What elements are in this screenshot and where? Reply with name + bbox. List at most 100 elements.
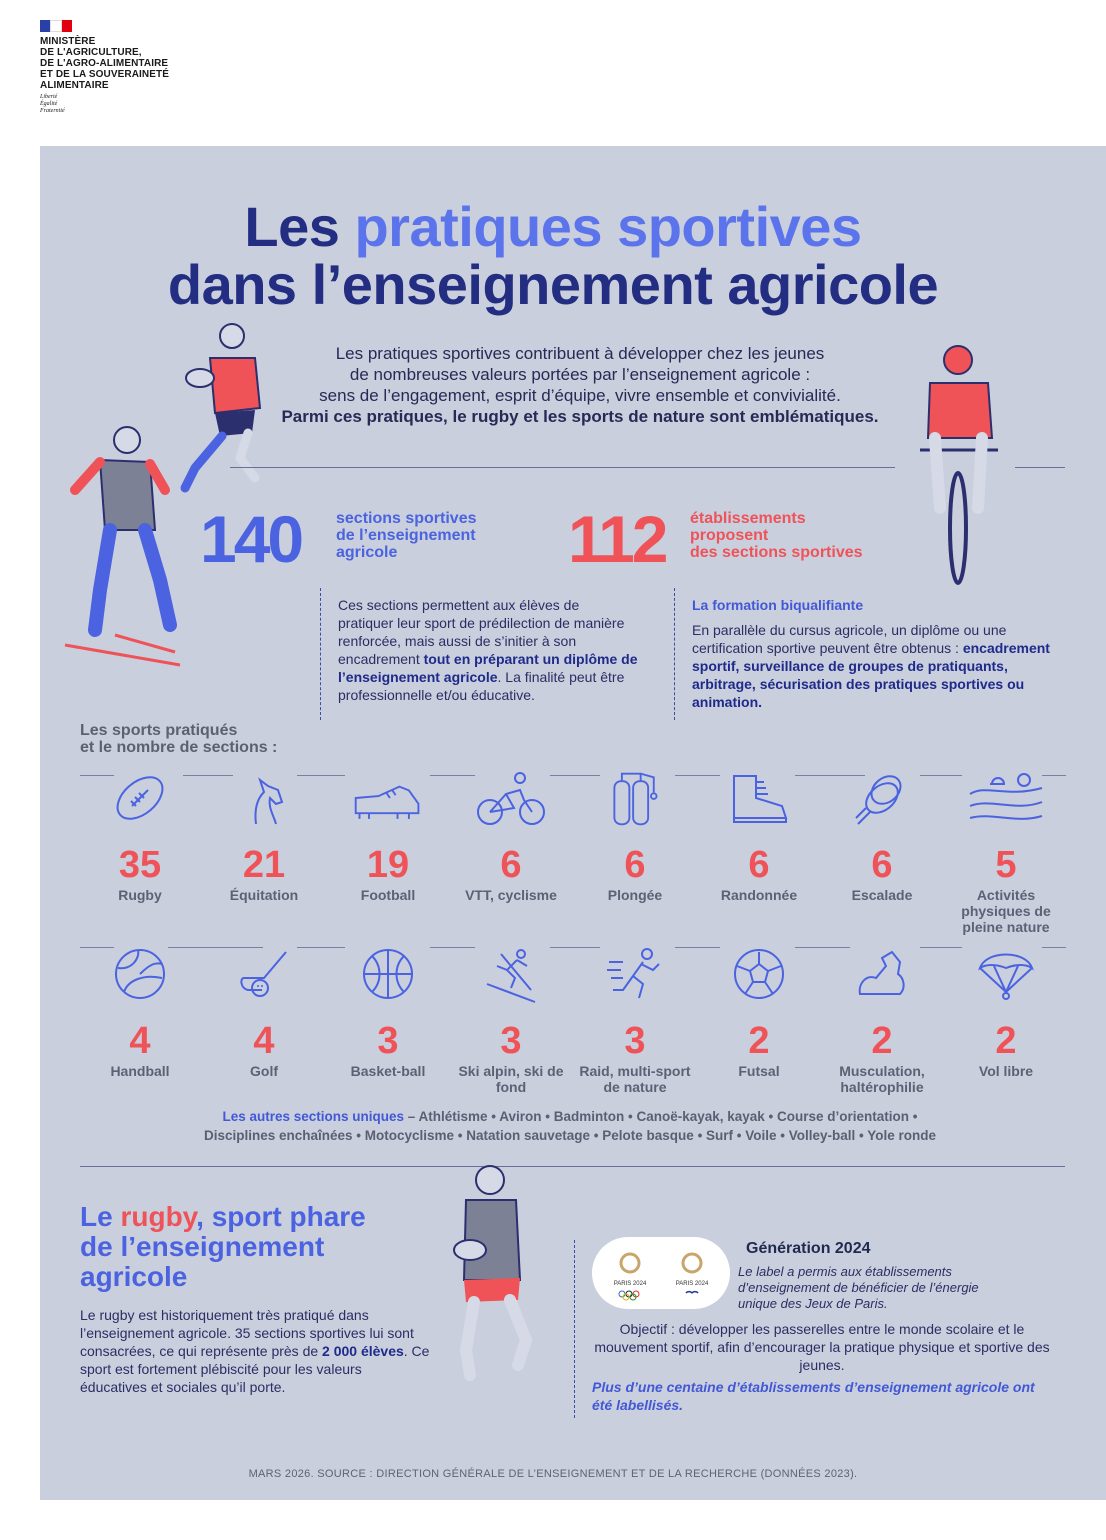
sport-count: 3 bbox=[377, 1020, 399, 1062]
rugby-runner-illustration bbox=[453, 1165, 533, 1381]
title-line2: dans l’enseignement agricole bbox=[167, 253, 939, 316]
sport-label: Vol libre bbox=[978, 1063, 1034, 1079]
motto-line: Liberté bbox=[40, 94, 58, 100]
sport-count: 2 bbox=[995, 1020, 1017, 1062]
rugby-title-part: Le bbox=[80, 1201, 121, 1232]
sport-plongee: 6 Plongée bbox=[573, 768, 697, 903]
sport-handball: 4 Handball bbox=[78, 944, 202, 1079]
divider bbox=[183, 775, 233, 776]
para-strong: tout en préparant un diplôme de l’enseig… bbox=[338, 651, 638, 685]
stat-112-paragraph: En parallèle du cursus agricole, un dipl… bbox=[692, 621, 1064, 711]
stat-112-number: 112 bbox=[568, 502, 668, 576]
rugby-paragraph: Le rugby est historiquement très pratiqu… bbox=[80, 1306, 430, 1396]
basketball-icon bbox=[363, 949, 413, 999]
sport-count: 6 bbox=[871, 844, 893, 886]
rugby-ball-icon bbox=[116, 776, 164, 820]
rugby-title-line: agricole bbox=[80, 1261, 188, 1292]
sport-count: 19 bbox=[366, 844, 410, 886]
dashed-separator bbox=[320, 588, 321, 720]
divider bbox=[168, 947, 263, 948]
sport-label: Golf bbox=[250, 1063, 278, 1079]
sport-label: Handball bbox=[110, 1063, 170, 1079]
sport-label: Rugby bbox=[118, 887, 162, 903]
sport-randonnee: 6 Randonnée bbox=[697, 768, 821, 903]
divider bbox=[80, 775, 114, 776]
divider bbox=[430, 775, 475, 776]
sport-futsal: 2 Futsal bbox=[697, 944, 821, 1079]
para-strong: encadrement sportif, surveillance de gro… bbox=[692, 640, 1050, 710]
sport-rugby: 35 Rugby bbox=[78, 768, 202, 903]
handball-icon bbox=[115, 949, 165, 999]
sport-count: 21 bbox=[242, 844, 286, 886]
sport-equitation: 21 Équitation bbox=[202, 768, 326, 903]
stat-112-label: établissements proposent des sections sp… bbox=[690, 510, 863, 561]
intro-line: sens de l’engagement, esprit d’équipe, v… bbox=[319, 386, 841, 405]
sport-football: 19 Football bbox=[326, 768, 450, 903]
sport-label: Basket-ball bbox=[350, 1063, 426, 1079]
sport-basket: 3 Basket-ball bbox=[326, 944, 450, 1079]
motto-line: Égalité bbox=[40, 101, 58, 107]
para-text: . La finalité peut être professionnelle … bbox=[338, 669, 625, 703]
dashed-separator bbox=[674, 588, 675, 720]
ministry-line: MINISTÈRE bbox=[40, 36, 96, 47]
stat-label-line: proposent bbox=[690, 527, 769, 544]
stat-label-line: de l’enseignement bbox=[336, 527, 476, 544]
sport-raid: 3 Raid, multi-sport de nature bbox=[573, 944, 697, 1095]
sport-label: Équitation bbox=[229, 887, 299, 903]
sport-musculation: 2 Musculation, haltérophilie bbox=[820, 944, 944, 1095]
sports-heading-line: et le nombre de sections : bbox=[80, 739, 278, 756]
divider bbox=[675, 775, 720, 776]
runner-icon bbox=[607, 948, 660, 999]
para-text: . Ce sport est fortement plébiscité pour… bbox=[80, 1343, 430, 1395]
sport-escalade: 6 Escalade bbox=[820, 768, 944, 903]
sport-label: Futsal bbox=[738, 1063, 780, 1079]
divider bbox=[430, 947, 475, 948]
stat-140-label: sections sportives de l’enseignement agr… bbox=[336, 510, 477, 561]
divider bbox=[297, 775, 345, 776]
para-text: En parallèle du cursus agricole, un dipl… bbox=[692, 622, 1007, 656]
sport-label: Escalade bbox=[851, 887, 913, 903]
generation-text: Le label a permis aux établissements d’e… bbox=[738, 1264, 979, 1311]
sport-count: 4 bbox=[129, 1020, 151, 1062]
landscape-icon bbox=[969, 773, 1043, 820]
para-text: Ces sections permettent aux élèves de pr… bbox=[338, 597, 625, 667]
ministry-line: ET DE LA SOUVERAINETÉ bbox=[40, 69, 169, 80]
sport-vol-libre: 2 Vol libre bbox=[944, 944, 1068, 1079]
cyclist-illustration bbox=[920, 345, 998, 585]
source-note: MARS 2026. SOURCE : DIRECTION GÉNÉRALE D… bbox=[248, 1468, 858, 1480]
generation-title: Génération 2024 bbox=[746, 1240, 871, 1257]
skier-illustration bbox=[64, 426, 181, 667]
paraglider-icon bbox=[978, 953, 1034, 1000]
rugby-title-line: de l’enseignement bbox=[80, 1231, 325, 1262]
stat-140-number: 140 bbox=[200, 502, 304, 576]
generation-objective: Objectif : développer les passerelles en… bbox=[594, 1321, 1050, 1373]
intro-line: de nombreuses valeurs portées par l’ense… bbox=[349, 365, 811, 384]
rugby-player-illustration bbox=[180, 323, 262, 493]
muscle-arm-icon bbox=[858, 950, 905, 995]
sport-cyclisme: 6 VTT, cyclisme bbox=[449, 768, 573, 903]
rugby-title-highlight: rugby bbox=[120, 1201, 197, 1232]
paris-2024-logos: PARIS 2024 PARIS 2024 bbox=[592, 1237, 730, 1309]
sport-label: Randonnée bbox=[720, 887, 798, 903]
ministry-line: DE L'AGRO-ALIMENTAIRE bbox=[40, 58, 169, 69]
para-strong: 2 000 élèves bbox=[322, 1343, 404, 1359]
divider bbox=[550, 775, 600, 776]
divider bbox=[795, 775, 865, 776]
sport-count: 6 bbox=[500, 844, 522, 886]
other-sections-list: Disciplines enchaînées • Motocyclisme • … bbox=[203, 1128, 937, 1143]
diving-tanks-icon bbox=[613, 772, 658, 826]
divider bbox=[80, 1166, 1065, 1167]
sport-label: Football bbox=[360, 887, 416, 903]
paris-2024-emblems: PARIS 2024 PARIS 2024 bbox=[614, 1252, 709, 1301]
rope-icon bbox=[855, 775, 902, 825]
dashed-separator bbox=[574, 1240, 575, 1418]
divider bbox=[675, 947, 720, 948]
ministry-logo: MINISTÈRE DE L'AGRICULTURE, DE L'AGRO-AL… bbox=[40, 20, 240, 115]
sport-count: 5 bbox=[995, 844, 1017, 886]
biqualifiante-heading: La formation biqualifiante bbox=[692, 597, 864, 613]
divider bbox=[920, 775, 962, 776]
golf-icon bbox=[240, 951, 287, 997]
sports-heading: Les sports pratiqués et le nombre de sec… bbox=[80, 722, 277, 756]
stat-140-paragraph: Ces sections permettent aux élèves de pr… bbox=[338, 596, 638, 704]
other-sections-lead: Les autres sections uniques bbox=[222, 1109, 405, 1124]
